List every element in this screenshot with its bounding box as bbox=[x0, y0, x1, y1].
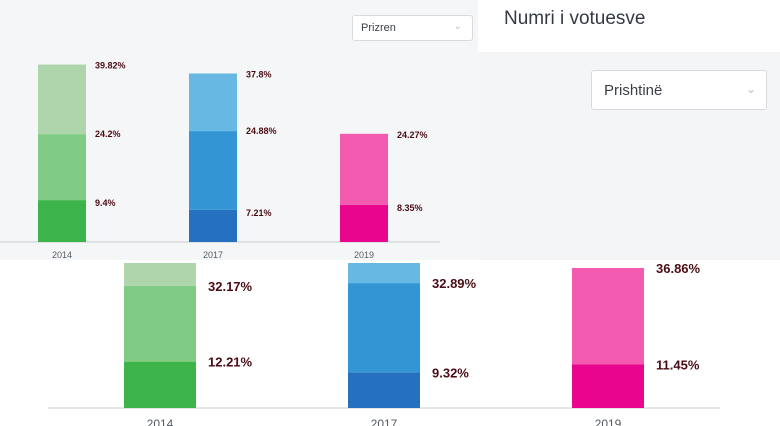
data-label: 39.82% bbox=[95, 61, 126, 71]
select-value: Prishtinë bbox=[604, 82, 663, 99]
data-label: 24.2% bbox=[95, 129, 121, 139]
bar-segment bbox=[572, 268, 644, 365]
data-label: 24.88% bbox=[246, 126, 277, 136]
municipality-select-prizren[interactable]: Prizren ⌄ bbox=[352, 15, 473, 41]
bar-segment bbox=[124, 263, 196, 286]
page-title: Numri i votuesve bbox=[504, 8, 646, 29]
data-label: 9.4% bbox=[95, 198, 116, 208]
x-tick-label: 2014 bbox=[147, 417, 174, 426]
x-tick-label: 2019 bbox=[354, 250, 374, 260]
bar-segment bbox=[124, 361, 196, 408]
bar-segment bbox=[572, 364, 644, 408]
data-label: 12.21% bbox=[208, 355, 253, 370]
bar-segment bbox=[340, 204, 388, 242]
bar-segment bbox=[348, 263, 420, 284]
data-label: 32.89% bbox=[432, 276, 477, 291]
x-tick-label: 2014 bbox=[52, 250, 72, 260]
bar-segment bbox=[348, 283, 420, 373]
select-value: Prizren bbox=[361, 22, 396, 34]
data-label: 37.8% bbox=[246, 70, 272, 80]
data-label: 11.45% bbox=[656, 358, 700, 373]
municipality-select-prishtine[interactable]: Prishtinë ⌄ bbox=[591, 70, 767, 110]
x-tick-label: 2019 bbox=[595, 417, 622, 426]
bar-segment bbox=[189, 73, 237, 132]
bar-segment bbox=[38, 64, 86, 135]
x-tick-label: 2017 bbox=[371, 417, 398, 426]
bar-segment bbox=[340, 133, 388, 205]
chevron-down-icon: ⌄ bbox=[453, 21, 462, 32]
data-label: 32.17% bbox=[208, 279, 253, 294]
data-label: 24.27% bbox=[397, 130, 428, 140]
data-label: 7.21% bbox=[246, 208, 272, 218]
bar-segment bbox=[348, 372, 420, 408]
data-label: 36.86% bbox=[656, 261, 701, 276]
bar-segment bbox=[124, 285, 196, 362]
bar-segment bbox=[189, 131, 237, 210]
bar-segment bbox=[38, 200, 86, 242]
bar-segment bbox=[189, 209, 237, 242]
chevron-down-icon: ⌄ bbox=[745, 82, 756, 96]
bar-segment bbox=[38, 134, 86, 201]
x-tick-label: 2017 bbox=[203, 250, 223, 260]
data-label: 8.35% bbox=[397, 203, 423, 213]
data-label: 9.32% bbox=[432, 366, 469, 381]
